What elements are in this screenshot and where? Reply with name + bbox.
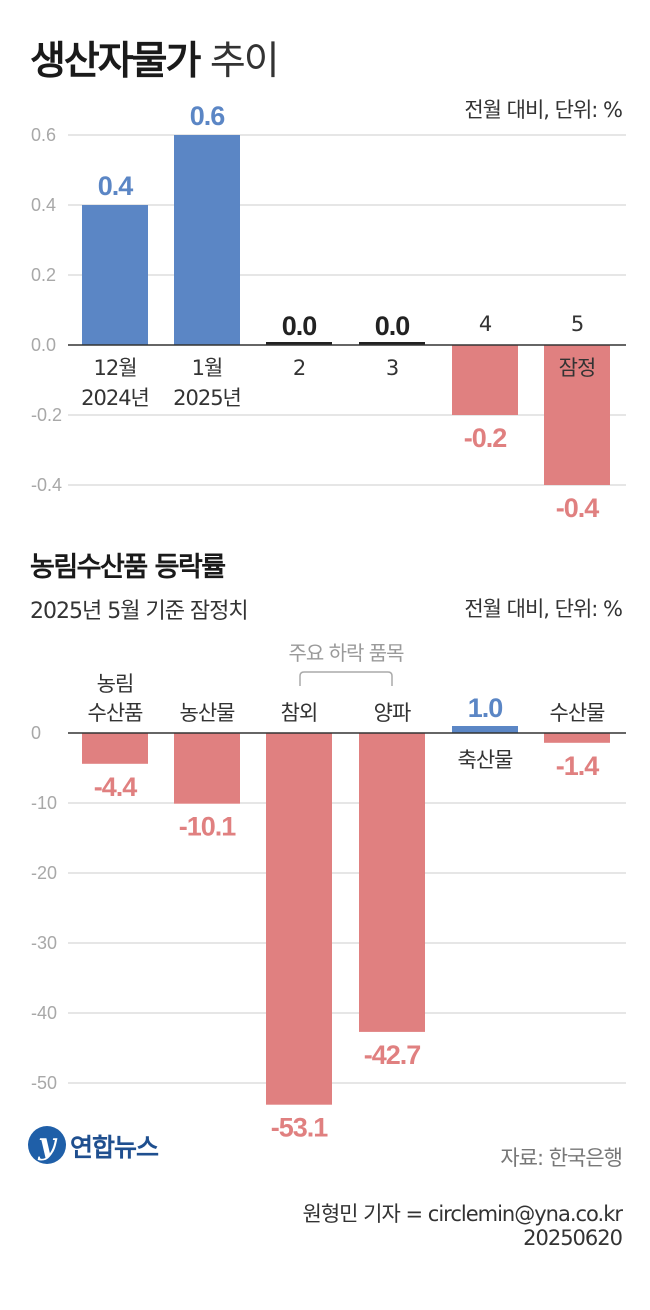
- yonhap-logo-icon: y: [28, 1126, 66, 1164]
- chart2-subtitle: 2025년 5월 기준 잠정치: [30, 599, 249, 624]
- category-note: 잠정: [559, 356, 596, 380]
- chart-title-bold: 생산자물가: [30, 39, 201, 84]
- category-label: 2024년: [81, 386, 149, 410]
- bar: [82, 205, 148, 345]
- bracket-label: 주요 하락 품목: [288, 641, 404, 665]
- value-label: 0.0: [282, 311, 317, 341]
- value-label: -1.4: [556, 751, 600, 781]
- bar: [174, 135, 240, 345]
- value-label: -53.1: [271, 1113, 329, 1143]
- category-label: 농림: [97, 672, 134, 696]
- category-label: 3: [386, 356, 398, 380]
- category-label: 12월: [93, 356, 136, 380]
- y-tick-label: -40: [31, 1003, 57, 1023]
- chart-title-light: 추이: [209, 39, 280, 84]
- y-tick-label: -20: [31, 863, 57, 883]
- bracket-line: [299, 671, 393, 686]
- value-label: -0.2: [464, 423, 507, 453]
- unit-label-bottom: 전월 대비, 단위: %: [464, 597, 623, 621]
- category-label: 2: [293, 356, 305, 380]
- chart2-title: 농림수산품 등락률: [30, 552, 226, 583]
- agri-fishery-bar-chart: 0 -10 -20 -30 -40 -50 -4.4 농림수산품 -10.1 농산물 -53.1 참외…: [31, 641, 626, 1143]
- value-label: -10.1: [179, 812, 237, 842]
- y-tick-label: 0.4: [31, 195, 56, 215]
- value-label: 1.0: [468, 693, 503, 723]
- y-tick-label: 0.6: [31, 125, 56, 145]
- value-label: -0.4: [556, 493, 600, 523]
- bar: [359, 342, 425, 345]
- bar: [359, 733, 425, 1032]
- y-tick-label: -50: [31, 1073, 57, 1093]
- category-label: 농산물: [180, 701, 236, 725]
- unit-label-top: 전월 대비, 단위: %: [464, 98, 623, 122]
- y-tick-label: 0.0: [31, 335, 56, 355]
- bar: [82, 733, 148, 764]
- yonhap-logo-text: 연합뉴스: [70, 1133, 159, 1162]
- value-label: 0.6: [190, 101, 226, 131]
- category-label: 참외: [281, 701, 318, 725]
- category-label: 1월: [192, 356, 223, 380]
- value-label: -4.4: [94, 772, 138, 802]
- category-label: 4: [479, 312, 492, 336]
- category-label: 축산물: [458, 748, 514, 772]
- category-label: 양파: [374, 701, 411, 725]
- category-label: 2025년: [173, 386, 241, 410]
- publish-date: 20250620: [523, 1226, 623, 1250]
- bar: [266, 733, 332, 1105]
- bar: [174, 733, 240, 804]
- bar: [544, 733, 610, 743]
- category-label: 수산품: [88, 701, 144, 725]
- y-tick-label: -0.4: [31, 475, 62, 495]
- y-tick-label: 0: [31, 723, 41, 743]
- value-label: 0.0: [375, 311, 410, 341]
- bar: [452, 345, 518, 415]
- bar: [266, 342, 332, 345]
- category-label: 5: [571, 312, 583, 336]
- y-tick-label: 0.2: [31, 265, 56, 285]
- value-label: 0.4: [98, 171, 134, 201]
- chart-title: 생산자물가 추이: [30, 30, 280, 86]
- value-label: -42.7: [364, 1040, 421, 1070]
- y-tick-label: -30: [31, 933, 57, 953]
- bar: [544, 345, 610, 485]
- y-tick-label: -0.2: [31, 405, 62, 425]
- reporter-credit: 원형민 기자 = circlemin@yna.co.kr: [302, 1202, 623, 1226]
- category-label: 수산물: [550, 701, 606, 725]
- source-label: 자료: 한국은행: [500, 1146, 623, 1170]
- bar: [452, 726, 518, 733]
- y-tick-label: -10: [31, 793, 57, 813]
- producer-price-bar-chart: 0.6 0.4 0.2 0.0 -0.2 -0.4 0.4 12월 2024년 0.6 1월 2025…: [31, 101, 626, 523]
